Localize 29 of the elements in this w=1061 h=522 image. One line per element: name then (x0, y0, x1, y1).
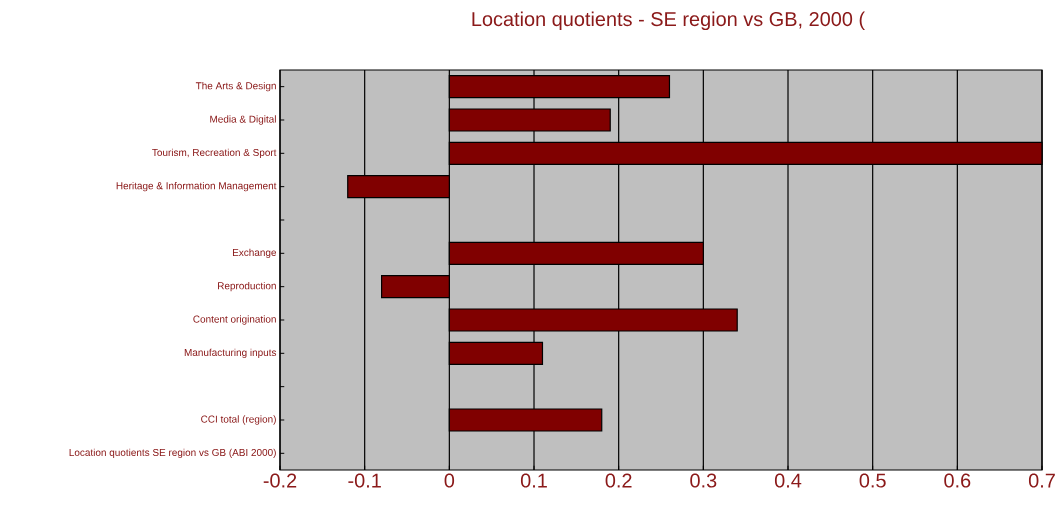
x-tick-label: 0.7 (1028, 473, 1055, 488)
y-tick-label: Manufacturing inputs (184, 348, 277, 358)
x-tick-label: 0 (444, 473, 455, 488)
y-tick-label: Heritage & Information Management (116, 182, 277, 192)
x-tick-label: 0.4 (774, 473, 802, 488)
bar (448, 75, 671, 99)
x-tick-label: -0.1 (348, 473, 381, 488)
bar (381, 275, 450, 299)
bar (448, 408, 603, 432)
bar (448, 308, 738, 332)
bar (448, 108, 611, 132)
y-tick-label: Content origination (193, 315, 276, 325)
x-tick-label: 0.2 (605, 473, 632, 488)
bar (448, 341, 544, 365)
x-tick-label: -0.2 (263, 473, 297, 488)
y-tick-label: The Arts & Design (195, 82, 276, 92)
y-tick-label: Exchange (232, 248, 277, 258)
chart-title: Location quotients - SE region vs GB, 2000 ( (472, 11, 865, 31)
y-tick-label: Tourism, Recreation & Sport (152, 148, 277, 158)
y-tick-label: Media & Digital (210, 115, 276, 125)
y-tick-label: CCI total (region) (201, 415, 276, 425)
bar (347, 175, 450, 199)
x-tick-label: 0.1 (520, 473, 547, 488)
bar (448, 241, 704, 265)
y-tick-label: Reproduction (218, 282, 276, 292)
y-tick-label: Location quotients SE region vs GB (ABI 2000) (69, 448, 276, 458)
x-tick-label: 0.3 (690, 473, 717, 488)
x-tick-label: 0.5 (859, 473, 886, 488)
x-tick-label: 0.6 (944, 473, 971, 488)
